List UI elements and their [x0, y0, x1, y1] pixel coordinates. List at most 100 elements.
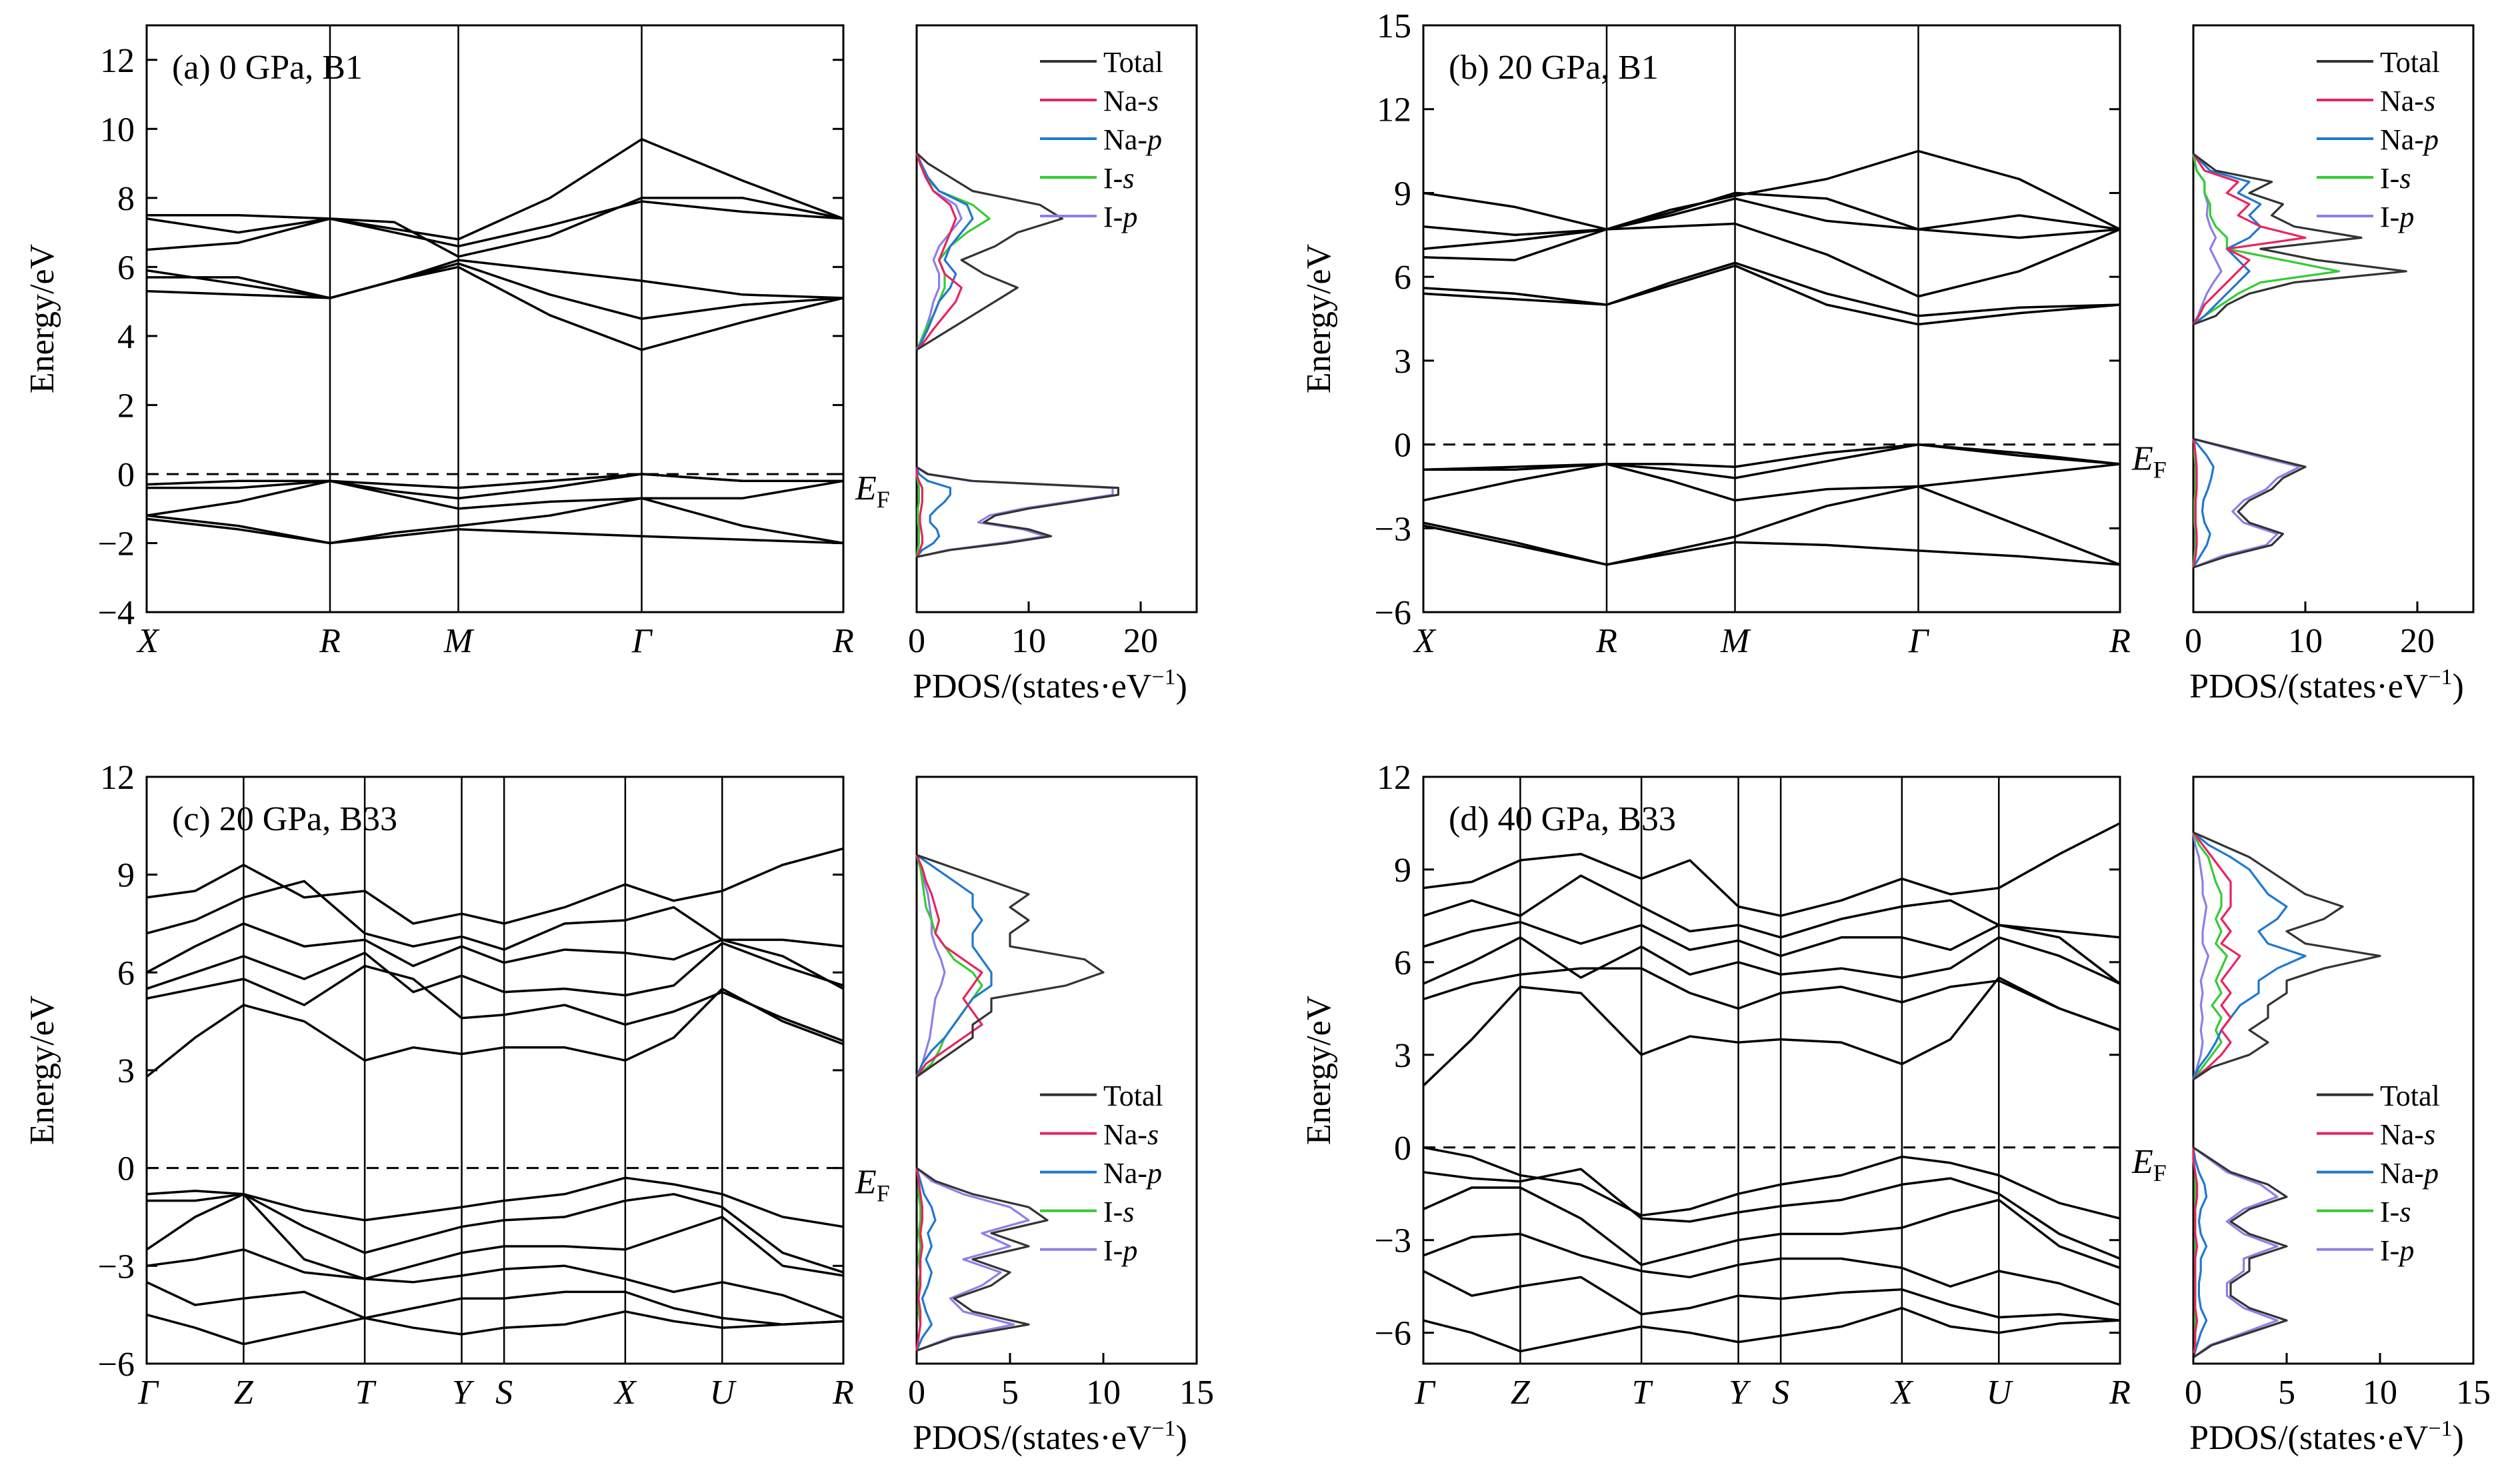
band-line — [1423, 1306, 2121, 1353]
y-tick-label: 12 — [1377, 759, 1411, 797]
pdos-x-label-end: ) — [2453, 1419, 2464, 1457]
y-tick-label: 4 — [117, 318, 135, 356]
band-line — [147, 1193, 844, 1274]
pdos-x-tick-label: 15 — [2456, 1374, 2491, 1412]
band-line — [1423, 1168, 2121, 1260]
fermi-label: EF — [2131, 440, 2167, 483]
y-tick-label: −2 — [98, 525, 135, 563]
legend-label-i-p: I-p — [2380, 201, 2414, 233]
kpoint-label: S — [495, 1374, 513, 1412]
kpoint-label: U — [1986, 1374, 2013, 1412]
pdos-x-label-end: ) — [1176, 1419, 1187, 1457]
legend-label-na-p: Na-p — [2380, 123, 2439, 156]
pdos-plot-frame — [915, 776, 1198, 1365]
pdos-curve-na-s — [2192, 1147, 2199, 1358]
panel-c: −6 −3 0 3 6 9 12 Γ Z T Y S X U R Energy/eV (c) 20 GPa, B… — [23, 759, 1214, 1457]
pdos-curve-i-p — [2192, 832, 2209, 1080]
band-line — [146, 1193, 844, 1280]
y-tick-label: 0 — [1394, 1130, 1411, 1168]
band-structure-plot: −6 −3 0 3 6 9 12 15 X R M Γ R Energy/eV (b) 20 GPa, B1… — [1300, 7, 2167, 660]
band-line — [146, 964, 844, 1042]
pdos-curve-total — [916, 854, 1105, 1078]
fermi-label-main: E — [2131, 1143, 2153, 1181]
band-line — [146, 880, 844, 990]
band-plot-frame — [1422, 776, 2121, 1365]
kpoint-label: Γ — [137, 1374, 159, 1412]
kpoint-label: U — [709, 1374, 737, 1412]
y-tick-label: 0 — [117, 456, 135, 494]
pdos-x-label-sup: −1 — [2428, 1416, 2452, 1441]
pdos-x-label-main: PDOS/(states·eV — [913, 667, 1151, 705]
kpoint-label: Z — [1511, 1374, 1531, 1412]
pdos-x-label-sup: −1 — [2428, 665, 2452, 689]
band-line — [146, 265, 844, 351]
y-tick-label: 3 — [1394, 1037, 1411, 1075]
y-tick-label: 9 — [1394, 852, 1411, 890]
band-line — [146, 138, 844, 241]
pdos-x-tick-label: 5 — [1001, 1374, 1019, 1412]
panel-a: −4 −2 0 2 4 6 8 10 12 X R M Γ R Energy/eV (a) 0 GPa, B1… — [23, 24, 1198, 705]
legend-label-orbital: s — [1147, 1118, 1159, 1151]
legend-label-i-s: I-s — [1103, 1196, 1134, 1228]
kpoint-label: Γ — [1414, 1374, 1436, 1412]
y-tick-label: 3 — [1394, 343, 1411, 381]
fermi-label: EF — [855, 469, 890, 513]
pdos-curve-na-p — [915, 854, 993, 1078]
pdos-x-tick-label: 0 — [2185, 622, 2202, 660]
band-line — [146, 1281, 844, 1326]
pdos-plot-frame — [915, 24, 1198, 613]
y-tick-label: 2 — [117, 387, 135, 425]
y-tick-label: −3 — [98, 1248, 135, 1286]
legend-label-orbital: s — [2424, 85, 2435, 117]
kpoint-label: M — [1720, 622, 1751, 660]
legend-label-prefix: Na- — [2380, 1118, 2424, 1151]
band-line — [1423, 443, 2121, 479]
legend-label-prefix: Na- — [1103, 123, 1147, 156]
band-line — [1423, 1146, 2121, 1220]
pdos-x-axis-label: PDOS/(states·eV−1) — [913, 665, 1187, 705]
legend-label-orbital: p — [2397, 201, 2414, 233]
band-line — [1423, 197, 2121, 250]
pdos-plot-frame — [2192, 776, 2475, 1365]
y-axis-label: Energy/eV — [23, 244, 61, 393]
legend-label-total: Total — [2380, 1080, 2440, 1112]
pdos-curve-total — [916, 1167, 1049, 1352]
band-line — [1423, 264, 2121, 326]
y-tick-label: −6 — [1375, 1315, 1411, 1353]
y-tick-label: 0 — [117, 1150, 135, 1188]
pdos-x-tick-label: 15 — [1179, 1374, 1214, 1412]
legend-label-prefix: Total — [1103, 46, 1163, 79]
y-tick-label: 6 — [1394, 259, 1411, 297]
pdos-curve-i-p — [915, 1167, 1030, 1352]
band-line — [146, 479, 844, 517]
pdos-plot-frame — [2192, 24, 2475, 613]
kpoint-label: X — [136, 622, 160, 660]
pdos-x-axis-label: PDOS/(states·eV−1) — [2189, 665, 2464, 705]
panel-label: (d) 40 GPa, B33 — [1449, 800, 1676, 838]
legend-label-i-s: I-s — [2380, 1196, 2411, 1228]
panel-label: (b) 20 GPa, B1 — [1449, 49, 1659, 87]
kpoint-label: R — [832, 1374, 854, 1412]
legend-label-prefix: I- — [1103, 1196, 1123, 1228]
legend-label-i-p: I-p — [1103, 1234, 1137, 1267]
legend-label-prefix: Na- — [2380, 85, 2424, 117]
y-tick-label: 12 — [1377, 91, 1411, 129]
kpoint-label: X — [613, 1374, 637, 1412]
legend-label-prefix: I- — [2380, 1234, 2399, 1267]
kpoint-label: X — [1413, 622, 1437, 660]
legend-label-orbital: p — [2422, 1157, 2439, 1190]
pdos-x-axis-label: PDOS/(states·eV−1) — [913, 1416, 1187, 1457]
legend-label-orbital: s — [1123, 1196, 1134, 1228]
y-tick-label: −3 — [1375, 510, 1411, 548]
pdos-x-label-sup: −1 — [1151, 1416, 1175, 1441]
pdos-x-label-end: ) — [2453, 667, 2464, 705]
band-line — [146, 197, 844, 258]
legend-label-na-s: Na-s — [2380, 1118, 2435, 1151]
pdos-curve-na-s — [915, 467, 924, 557]
y-tick-label: 12 — [100, 42, 135, 80]
kpoint-label: M — [443, 622, 475, 660]
pdos-curve-i-s — [915, 467, 921, 557]
band-line — [146, 497, 844, 545]
band-line — [146, 514, 844, 545]
